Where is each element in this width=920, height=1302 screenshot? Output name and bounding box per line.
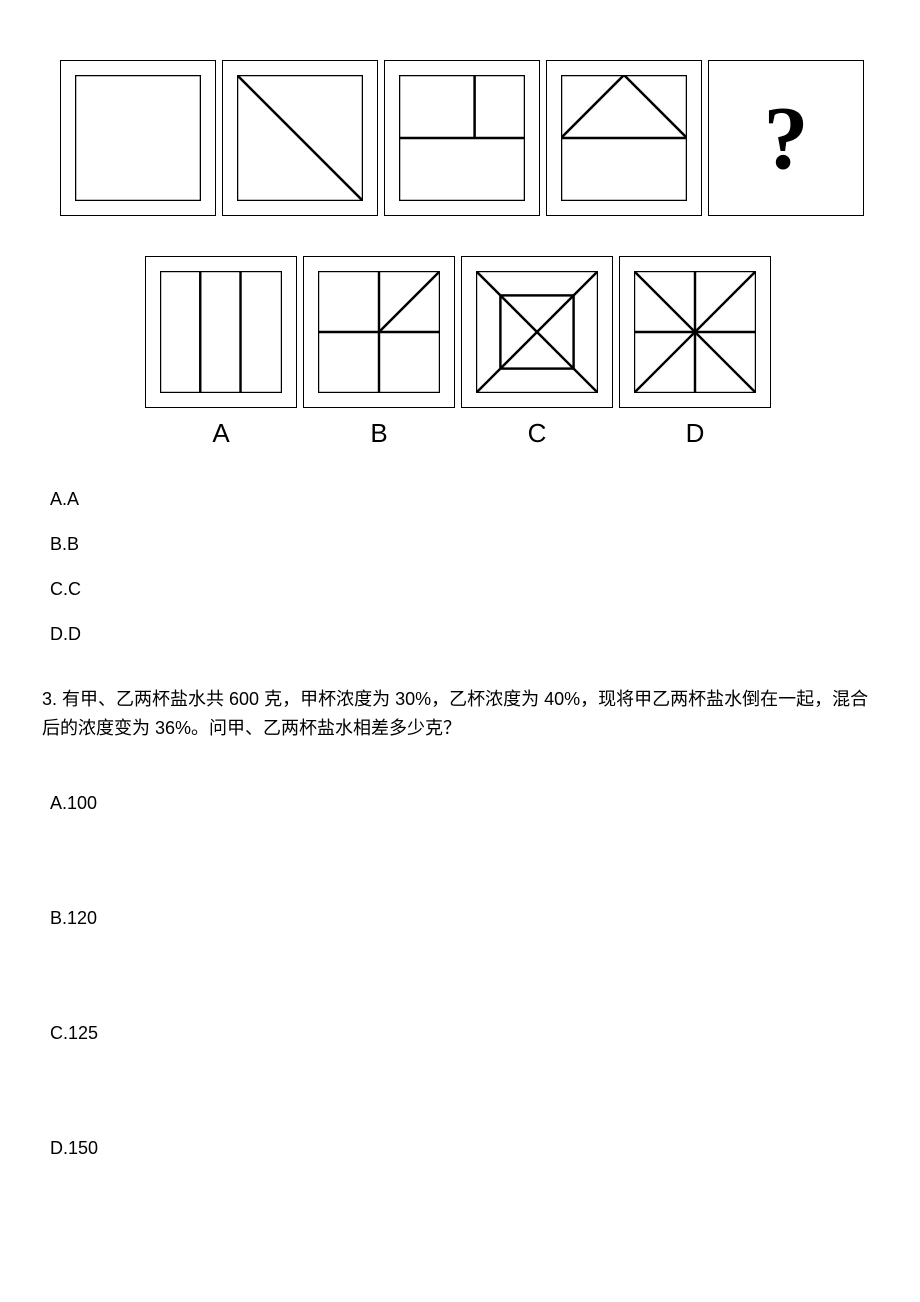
- option-label-b: B: [303, 418, 455, 449]
- q2-option-a: A.A: [50, 489, 870, 510]
- puzzle-cell-3: [384, 60, 540, 216]
- q3-option-d: D.150: [50, 1138, 870, 1159]
- puzzle-shape-4: [561, 75, 687, 201]
- puzzle-sequence-row: ?: [50, 60, 870, 216]
- option-label-a: A: [145, 418, 297, 449]
- answer-figure-d: [619, 256, 771, 408]
- answer-figure-a: [145, 256, 297, 408]
- q2-option-c: C.C: [50, 579, 870, 600]
- answer-figure-c: [461, 256, 613, 408]
- q3-body: 有甲、乙两杯盐水共 600 克，甲杯浓度为 30%，乙杯浓度为 40%，现将甲乙…: [42, 689, 868, 738]
- puzzle-cell-2: [222, 60, 378, 216]
- q2-option-d: D.D: [50, 624, 870, 645]
- figure-option-labels: A B C D: [50, 418, 870, 449]
- question-mark-icon: ?: [764, 87, 809, 190]
- answer-shape-c: [476, 271, 598, 393]
- puzzle-cell-question: ?: [708, 60, 864, 216]
- puzzle-cell-1: [60, 60, 216, 216]
- q3-option-b: B.120: [50, 908, 870, 929]
- q2-answer-list: A.A B.B C.C D.D: [50, 489, 870, 645]
- answer-figure-b: [303, 256, 455, 408]
- answer-shape-b: [318, 271, 440, 393]
- q3-option-c: C.125: [50, 1023, 870, 1044]
- answer-shape-d: [634, 271, 756, 393]
- puzzle-cell-4: [546, 60, 702, 216]
- answer-figures-row: [50, 256, 870, 408]
- q2-option-b: B.B: [50, 534, 870, 555]
- q3-answer-list: A.100 B.120 C.125 D.150: [50, 793, 870, 1159]
- q3-option-a: A.100: [50, 793, 870, 814]
- q3-text: 3. 有甲、乙两杯盐水共 600 克，甲杯浓度为 30%，乙杯浓度为 40%，现…: [42, 685, 870, 743]
- puzzle-shape-2: [237, 75, 363, 201]
- q3-number: 3.: [42, 689, 57, 709]
- puzzle-shape-1: [75, 75, 201, 201]
- puzzle-shape-3: [399, 75, 525, 201]
- option-label-c: C: [461, 418, 613, 449]
- answer-shape-a: [160, 271, 282, 393]
- option-label-d: D: [619, 418, 771, 449]
